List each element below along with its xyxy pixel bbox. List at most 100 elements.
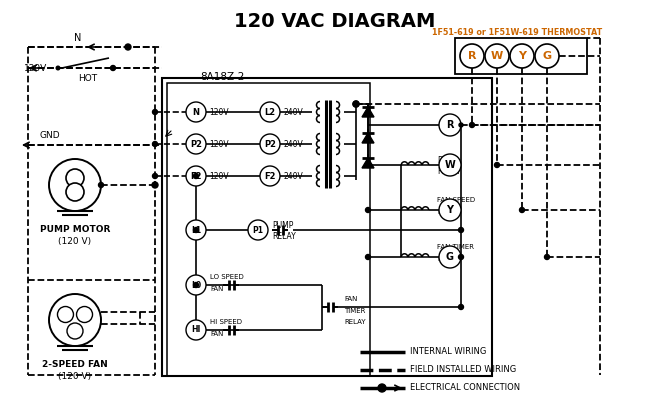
Circle shape bbox=[111, 65, 115, 70]
Circle shape bbox=[458, 305, 464, 310]
Text: FAN: FAN bbox=[344, 296, 357, 302]
Polygon shape bbox=[362, 133, 374, 143]
Circle shape bbox=[545, 254, 549, 259]
Text: P2: P2 bbox=[190, 140, 202, 148]
Text: PUMP: PUMP bbox=[272, 220, 293, 230]
Circle shape bbox=[153, 142, 157, 147]
Circle shape bbox=[519, 207, 525, 212]
Polygon shape bbox=[362, 158, 374, 168]
Text: TIMER: TIMER bbox=[344, 308, 365, 314]
Text: L1: L1 bbox=[191, 225, 201, 235]
Text: 1F51-619 or 1F51W-619 THERMOSTAT: 1F51-619 or 1F51W-619 THERMOSTAT bbox=[432, 28, 602, 36]
Bar bbox=[167, 83, 370, 376]
Text: RELAY: RELAY bbox=[437, 166, 461, 176]
Circle shape bbox=[494, 163, 500, 168]
Circle shape bbox=[510, 44, 534, 68]
Text: RELAY: RELAY bbox=[437, 256, 459, 262]
Circle shape bbox=[439, 154, 461, 176]
Text: 240V: 240V bbox=[283, 171, 303, 181]
Text: P2: P2 bbox=[264, 140, 276, 148]
Text: 120 VAC DIAGRAM: 120 VAC DIAGRAM bbox=[234, 12, 436, 31]
Text: ELECTRICAL CONNECTION: ELECTRICAL CONNECTION bbox=[410, 383, 520, 393]
Text: RELAY: RELAY bbox=[344, 319, 366, 325]
Text: P1: P1 bbox=[253, 225, 263, 235]
Circle shape bbox=[56, 66, 60, 70]
Circle shape bbox=[67, 323, 83, 339]
Text: COM: COM bbox=[49, 321, 69, 329]
Text: FAN SPEED: FAN SPEED bbox=[437, 197, 475, 203]
Text: HI: HI bbox=[80, 326, 90, 334]
Text: Y: Y bbox=[518, 51, 526, 61]
Circle shape bbox=[439, 199, 461, 221]
Text: R: R bbox=[446, 120, 454, 130]
Text: N: N bbox=[74, 33, 82, 43]
Text: R: R bbox=[468, 51, 476, 61]
Circle shape bbox=[248, 220, 268, 240]
Text: LO: LO bbox=[58, 311, 68, 321]
Circle shape bbox=[366, 207, 371, 212]
Circle shape bbox=[353, 101, 359, 107]
Text: FIELD INSTALLED WIRING: FIELD INSTALLED WIRING bbox=[410, 365, 517, 375]
Text: LO SPEED: LO SPEED bbox=[210, 274, 244, 280]
Circle shape bbox=[186, 220, 206, 240]
Text: RELAY: RELAY bbox=[272, 232, 295, 241]
Text: L0: L0 bbox=[191, 280, 201, 290]
Circle shape bbox=[260, 102, 280, 122]
Text: 120V: 120V bbox=[209, 108, 228, 116]
Circle shape bbox=[186, 102, 206, 122]
Text: Y: Y bbox=[446, 205, 454, 215]
Circle shape bbox=[76, 307, 92, 323]
Circle shape bbox=[186, 134, 206, 154]
Circle shape bbox=[49, 159, 101, 211]
Circle shape bbox=[260, 166, 280, 186]
Circle shape bbox=[535, 44, 559, 68]
Text: F2: F2 bbox=[190, 171, 202, 181]
Circle shape bbox=[153, 173, 157, 178]
Circle shape bbox=[353, 101, 359, 107]
Circle shape bbox=[49, 294, 101, 346]
Bar bbox=[162, 78, 492, 376]
Circle shape bbox=[194, 173, 198, 178]
Polygon shape bbox=[362, 107, 374, 117]
Circle shape bbox=[98, 183, 103, 187]
Text: 8A18Z-2: 8A18Z-2 bbox=[200, 72, 244, 82]
Circle shape bbox=[378, 384, 386, 392]
Circle shape bbox=[439, 246, 461, 268]
Circle shape bbox=[458, 228, 464, 233]
Text: L2: L2 bbox=[265, 108, 275, 116]
Text: F2: F2 bbox=[264, 171, 276, 181]
Circle shape bbox=[111, 66, 115, 70]
Bar bbox=[455, 38, 587, 74]
Text: 120V: 120V bbox=[209, 140, 228, 148]
Circle shape bbox=[194, 228, 198, 233]
Text: (120 V): (120 V) bbox=[58, 372, 92, 381]
Text: G: G bbox=[543, 51, 551, 61]
Text: FAN TIMER: FAN TIMER bbox=[437, 244, 474, 250]
Text: 240V: 240V bbox=[283, 108, 303, 116]
Text: HOT: HOT bbox=[78, 73, 98, 83]
Text: N: N bbox=[192, 108, 200, 116]
Circle shape bbox=[459, 123, 463, 127]
Text: 120V: 120V bbox=[209, 171, 228, 181]
Text: FAN: FAN bbox=[210, 286, 223, 292]
Text: G: G bbox=[446, 252, 454, 262]
Circle shape bbox=[66, 183, 84, 201]
Circle shape bbox=[186, 275, 206, 295]
Text: RELAY: RELAY bbox=[437, 209, 459, 215]
Text: W: W bbox=[445, 160, 456, 170]
Circle shape bbox=[470, 122, 474, 127]
Circle shape bbox=[460, 44, 484, 68]
Circle shape bbox=[439, 114, 461, 136]
Circle shape bbox=[186, 166, 206, 186]
Text: GND: GND bbox=[40, 130, 60, 140]
Circle shape bbox=[485, 44, 509, 68]
Circle shape bbox=[186, 320, 206, 340]
Circle shape bbox=[366, 254, 371, 259]
Circle shape bbox=[125, 44, 131, 50]
Circle shape bbox=[153, 109, 157, 114]
Text: HI: HI bbox=[192, 326, 201, 334]
Text: PUMP MOTOR: PUMP MOTOR bbox=[40, 225, 110, 234]
Text: W: W bbox=[491, 51, 503, 61]
Text: 240V: 240V bbox=[283, 140, 303, 148]
Circle shape bbox=[66, 169, 84, 187]
